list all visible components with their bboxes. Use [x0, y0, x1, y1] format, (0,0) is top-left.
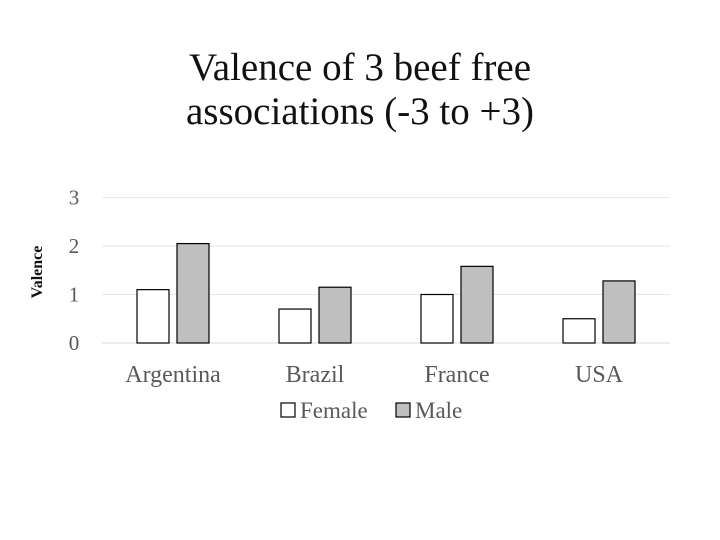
bars: [136, 242, 636, 344]
y-tick-label: 3: [69, 186, 80, 210]
bar-male-brazil: [318, 286, 352, 344]
bar-male-usa: [602, 280, 636, 344]
x-category-label: Brazil: [286, 362, 345, 388]
legend: Female Male: [280, 398, 462, 423]
y-axis-label: Valence: [29, 246, 46, 299]
bar-female-argentina: [136, 289, 170, 344]
chart-title-line-1: Valence of 3 beef free: [188, 46, 532, 89]
x-axis-categories: Argentina Brazil France USA: [125, 362, 623, 388]
bar-male-france: [460, 265, 494, 344]
legend-swatch-female: [280, 402, 296, 418]
y-tick-label: 2: [69, 234, 80, 258]
bar-male-argentina: [176, 242, 210, 344]
x-category-label: France: [424, 362, 489, 388]
bar-female-usa: [562, 318, 596, 344]
y-axis-ticks: 0 1 2 3: [69, 186, 80, 356]
legend-label-male: Male: [415, 398, 462, 423]
legend-label-female: Female: [300, 398, 368, 423]
y-tick-label: 1: [69, 283, 80, 307]
chart-title: Valence of 3 beef free associations (-3 …: [0, 46, 720, 134]
bar-female-brazil: [278, 308, 312, 344]
x-category-label: USA: [575, 362, 624, 388]
legend-swatch-male: [395, 402, 411, 418]
y-tick-label: 0: [69, 331, 80, 355]
bar-female-france: [420, 293, 454, 344]
chart-title-line-2: associations (-3 to +3): [185, 90, 534, 133]
x-category-label: Argentina: [125, 362, 221, 388]
